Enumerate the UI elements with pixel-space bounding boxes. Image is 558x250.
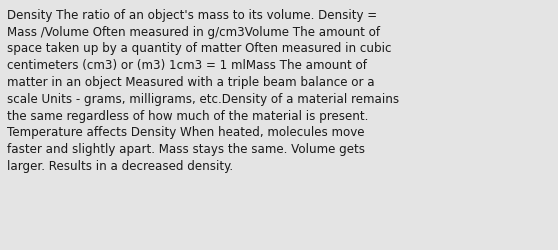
Text: Density The ratio of an object's mass to its volume. Density =
Mass /Volume Ofte: Density The ratio of an object's mass to…	[7, 9, 400, 172]
